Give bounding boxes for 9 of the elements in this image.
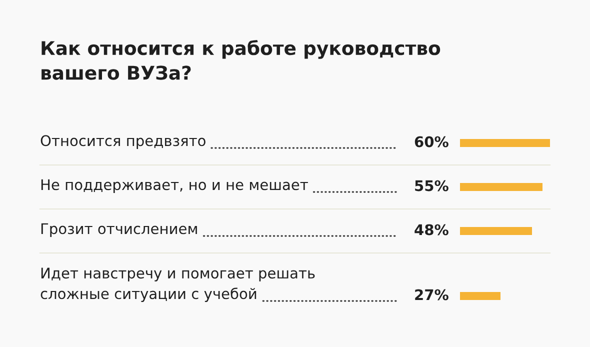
y-tick-label: Не поддерживает, но и не мешает xyxy=(41,179,308,193)
text: Как относится к работе руководство вашего ВУЗа? xyxy=(42,40,440,80)
data-label: 48% xyxy=(414,224,448,236)
y-tick-label: Относится предвзято xyxy=(40,135,206,149)
y-tick-label: Идет навстречу и помогает решать сложные ситуации с учебой xyxy=(40,268,315,302)
y-tick-label: Грозит отчислением xyxy=(41,223,197,237)
data-label: 27% xyxy=(415,289,448,300)
data-label: 60% xyxy=(414,136,448,148)
data-label: 55% xyxy=(415,180,448,192)
